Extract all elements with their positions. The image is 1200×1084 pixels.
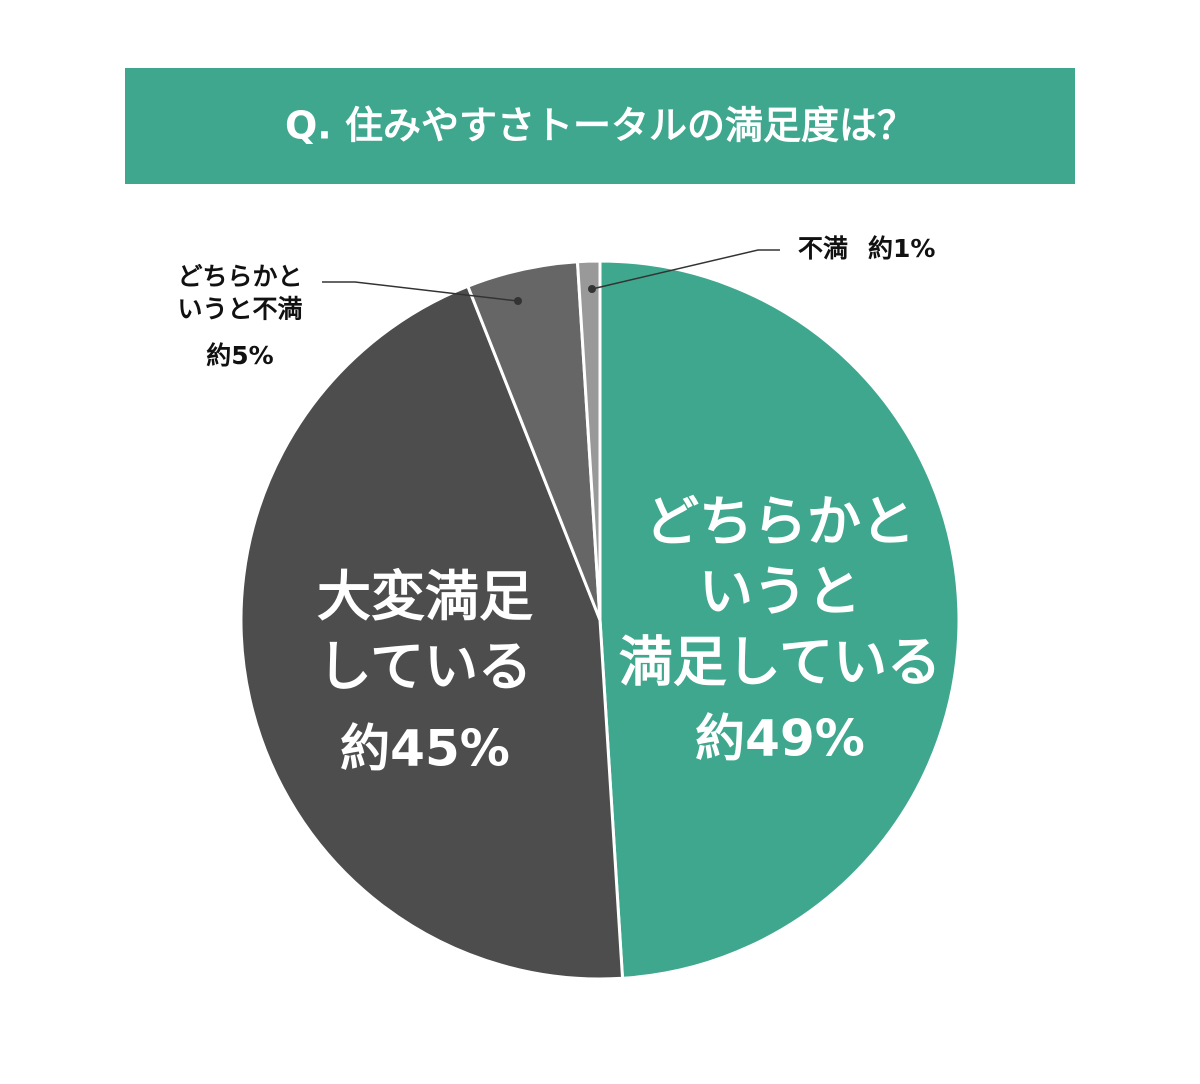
leader-dot [588,285,596,293]
pie [239,259,961,981]
leader-line [591,249,780,290]
pie-slice [598,259,961,980]
pie-slice [239,284,625,981]
value-label: 約45% [340,720,510,778]
leader-dot [514,297,522,305]
title-banner [125,68,1075,184]
value-label: 約5% [206,341,273,370]
value-label: 約1% [868,234,935,263]
chart-title: Q. 住みやすさトータルの満足度は？ [285,104,915,148]
slice-label: どちらかというと不満 [177,262,302,324]
slice-label: 不満 [798,234,848,263]
value-label: 約49% [695,710,865,768]
pie-slice [575,259,602,621]
slice-label: どちらかというと満足している [619,490,941,693]
leader-line [322,281,519,302]
slice-label: 大変満足している [317,565,533,698]
